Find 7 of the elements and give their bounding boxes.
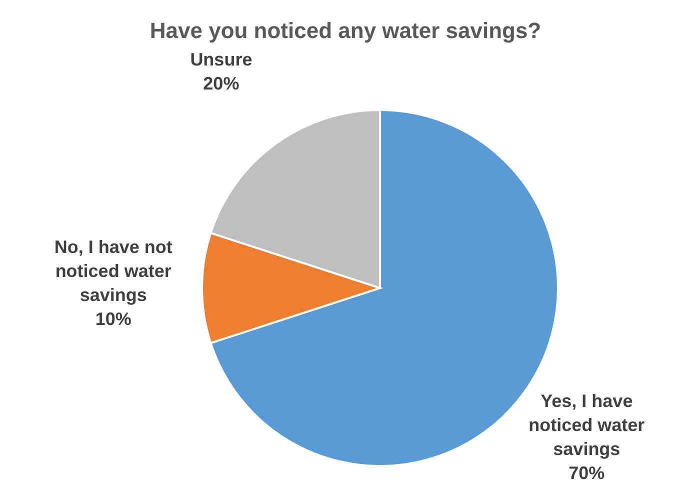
slice-label: Yes, I have noticed water savings (528, 390, 645, 459)
data-label: 20% (203, 73, 240, 94)
slice-label: Unsure (190, 49, 252, 70)
data-label: 70% (568, 462, 605, 483)
chart-title: Have you noticed any water savings? (148, 18, 542, 44)
data-label: 10% (95, 309, 132, 329)
slice-label: No, I have not noticed water savings (54, 237, 172, 305)
